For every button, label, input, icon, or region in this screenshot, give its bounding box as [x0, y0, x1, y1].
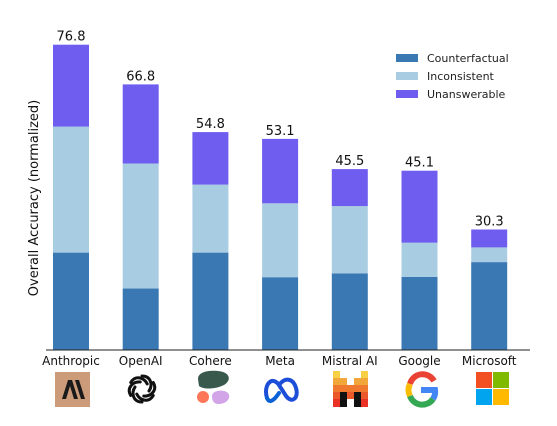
- google-logo: [405, 371, 439, 408]
- bar-mistral-ai-inconsistent: [331, 206, 368, 274]
- x-tick-google: Google: [398, 354, 440, 368]
- total-label-google: 45.1: [405, 156, 434, 171]
- microsoft-logo: [476, 372, 509, 405]
- openai-logo: [127, 374, 157, 404]
- bar-cohere-unanswerable: [192, 132, 229, 185]
- total-label-openai: 66.8: [126, 69, 155, 84]
- legend-label-unanswerable: Unanswerable: [427, 88, 506, 101]
- bar-meta-unanswerable: [262, 138, 299, 204]
- totals-group: 76.8 66.8 54.8 53.1 45.5 45.1 30.3: [57, 30, 504, 230]
- bar-cohere-counterfactual: [192, 252, 229, 350]
- x-tick-mistral-ai: Mistral AI: [322, 354, 378, 368]
- legend-swatch-inconsistent: [396, 72, 418, 80]
- legend: Counterfactual Inconsistent Unanswerable: [396, 52, 509, 101]
- legend-label-counterfactual: Counterfactual: [427, 52, 509, 65]
- bar-openai-inconsistent: [122, 163, 159, 289]
- legend-swatch-unanswerable: [396, 90, 418, 98]
- x-tick-cohere: Cohere: [189, 354, 232, 368]
- bar-mistral-ai-unanswerable: [331, 169, 368, 207]
- x-tick-anthropic: Anthropic: [42, 354, 100, 368]
- cohere-logo: [197, 370, 230, 404]
- total-label-cohere: 54.8: [196, 117, 225, 132]
- total-label-microsoft: 30.3: [475, 215, 504, 230]
- bar-cohere-inconsistent: [192, 184, 229, 253]
- x-tick-microsoft: Microsoft: [462, 354, 517, 368]
- bar-mistral-ai-counterfactual: [331, 273, 368, 350]
- bar-openai-unanswerable: [122, 84, 159, 164]
- bar-microsoft-unanswerable: [471, 229, 508, 248]
- meta-logo: [264, 377, 299, 403]
- total-label-mistral-ai: 45.5: [335, 154, 364, 169]
- y-axis-label: Overall Accuracy (normalized): [27, 100, 42, 296]
- x-tick-labels: Anthropic OpenAI Cohere Meta Mistral AI Googl…: [42, 354, 517, 368]
- bar-microsoft-inconsistent: [471, 247, 508, 263]
- bar-google-unanswerable: [401, 170, 438, 243]
- bar-meta-counterfactual: [262, 277, 299, 350]
- bar-meta-inconsistent: [262, 203, 299, 278]
- total-label-anthropic: 76.8: [57, 30, 86, 45]
- total-label-meta: 53.1: [266, 124, 295, 139]
- bar-anthropic-counterfactual: [53, 252, 89, 350]
- bar-google-inconsistent: [401, 242, 438, 277]
- bar-anthropic-inconsistent: [53, 126, 89, 253]
- x-tick-openai: OpenAI: [119, 354, 163, 368]
- bars-group: [53, 44, 508, 350]
- x-tick-meta: Meta: [265, 354, 295, 368]
- bar-microsoft-counterfactual: [471, 262, 508, 350]
- bar-anthropic-unanswerable: [53, 44, 89, 127]
- mistral-logo: [333, 371, 368, 407]
- anthropic-logo: [55, 372, 90, 407]
- legend-label-inconsistent: Inconsistent: [427, 70, 495, 83]
- bar-openai-counterfactual: [122, 288, 159, 350]
- bar-google-counterfactual: [401, 276, 438, 350]
- legend-swatch-counterfactual: [396, 54, 418, 62]
